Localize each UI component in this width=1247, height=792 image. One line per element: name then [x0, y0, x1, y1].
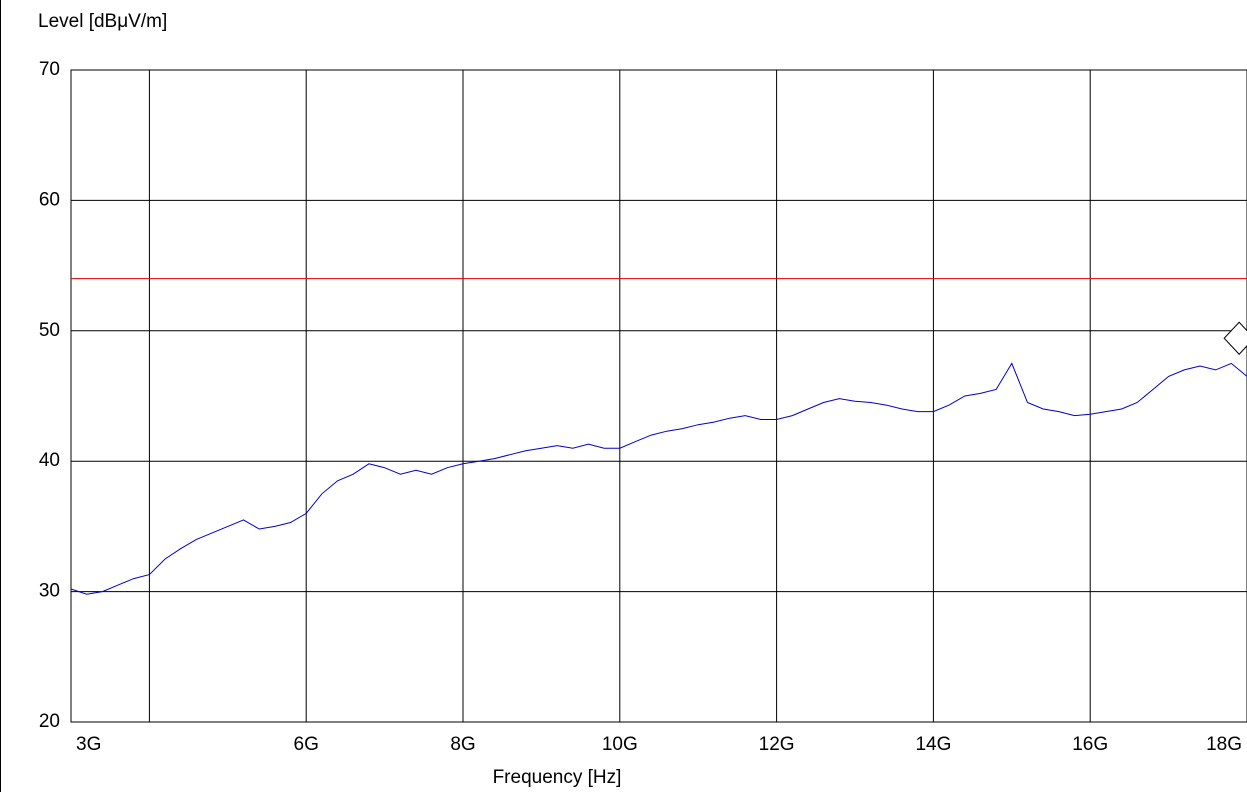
x-axis-title: Frequency [Hz] [493, 767, 622, 788]
x-tick-label: 6G [294, 734, 319, 755]
y-tick-label: 70 [39, 59, 60, 80]
x-tick-label: 16G [1072, 734, 1108, 755]
y-tick-label: 20 [39, 711, 60, 732]
trace [70, 362, 1247, 595]
x-tick-label: 8G [450, 734, 475, 755]
y-tick-label: 30 [39, 581, 60, 602]
y-tick-label: 60 [39, 189, 60, 210]
y-axis-title: Level [dBμV/m] [38, 11, 167, 32]
x-tick-label: 14G [915, 734, 951, 755]
x-tick-label: 10G [602, 734, 638, 755]
x-tick-label: 12G [759, 734, 795, 755]
x-tick-label: 18G [1206, 734, 1242, 755]
plot-frame [70, 69, 1247, 723]
x-tick-label: 3G [76, 734, 101, 755]
y-tick-label: 40 [39, 450, 60, 471]
peak-marker [1223, 321, 1247, 356]
y-tick-label: 50 [39, 320, 60, 341]
